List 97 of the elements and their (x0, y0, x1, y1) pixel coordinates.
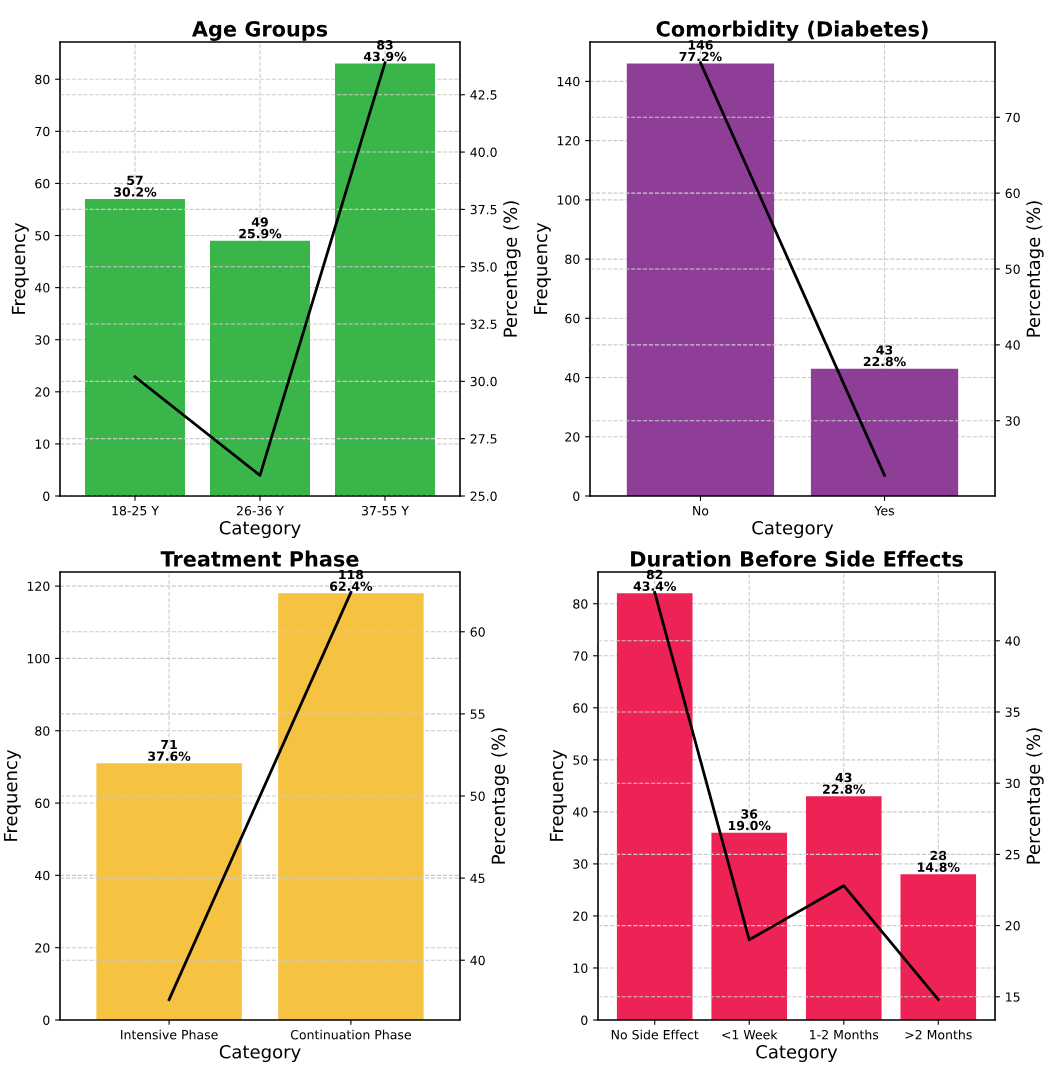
y-tick-label: 60 (35, 178, 50, 189)
y-tick-label: 100 (557, 195, 580, 205)
x-tick-label: No (693, 506, 709, 516)
y-tick-label: 80 (35, 726, 50, 736)
y2-tick-label: 42.5 (470, 90, 497, 100)
y2-tick-label: 25 (1005, 849, 1020, 860)
y-axis-title: Frequency (3, 749, 21, 841)
y-tick-label: 40 (34, 283, 50, 293)
y-tick-label: 120 (557, 136, 580, 146)
y-axis-title: Frequency (549, 749, 567, 841)
data-label: 49 25.9% (239, 217, 282, 239)
bar (210, 240, 310, 496)
y-tick-label: 60 (565, 313, 580, 324)
y2-tick-label: 60 (470, 627, 485, 637)
y2-tick-label: 15 (1006, 992, 1020, 1002)
y-tick-label: 30 (35, 335, 50, 345)
y-tick-label: 0 (581, 1015, 588, 1025)
y-tick-label: 10 (573, 963, 588, 973)
y2-axis-title: Percentage (%) (1026, 728, 1044, 864)
y2-axis-title: Percentage (%) (1026, 201, 1044, 337)
x-tick-label: 37-55 Y (361, 505, 409, 516)
x-tick-label: 26-36 Y (236, 505, 284, 516)
x-tick-label: <1 Week (722, 1029, 778, 1040)
x-axis-title: Category (219, 520, 301, 539)
y2-tick-label: 70 (1005, 112, 1020, 123)
y2-tick-label: 30.0 (470, 376, 497, 387)
y2-tick-label: 45 (470, 873, 485, 884)
bar (900, 874, 977, 1020)
y-tick-label: 40 (34, 870, 50, 881)
y2-axis-title: Percentage (%) (491, 728, 509, 864)
data-label: 36 19.0% (728, 809, 771, 831)
y2-tick-label: 40.0 (470, 147, 497, 157)
y-tick-label: 0 (43, 491, 50, 501)
y-tick-label: 70 (573, 651, 588, 661)
bar (805, 796, 882, 1020)
x-axis-title: Category (219, 1044, 301, 1063)
chart-title: Age Groups (191, 20, 328, 41)
y-tick-label: 70 (35, 126, 50, 137)
y2-tick-label: 25.0 (470, 491, 497, 501)
y2-tick-label: 50 (470, 791, 485, 801)
x-tick-label: Yes (874, 506, 895, 516)
bar (85, 199, 185, 496)
y-tick-label: 0 (43, 1015, 50, 1025)
x-tick-label: >2 Months (905, 1029, 972, 1040)
y2-tick-label: 40 (1005, 340, 1020, 350)
y2-tick-label: 27.5 (470, 434, 497, 444)
y-tick-label: 60 (35, 798, 50, 808)
y2-tick-label: 37.5 (470, 204, 497, 215)
bar (335, 63, 435, 496)
x-axis-title: Category (752, 520, 834, 539)
y-tick-label: 80 (35, 74, 50, 85)
y-tick-label: 20 (565, 432, 580, 442)
x-tick-label: 18-25 Y (112, 505, 159, 516)
y2-tick-label: 32.5 (470, 319, 497, 329)
y-axis-title: Frequency (533, 222, 551, 314)
y-axis-title: Frequency (11, 222, 29, 314)
y-tick-label: 100 (27, 653, 50, 664)
y-tick-label: 120 (27, 581, 50, 592)
chart-title: Treatment Phase (160, 550, 359, 567)
y-tick-label: 10 (35, 439, 50, 449)
bar (616, 593, 693, 1020)
y-tick-label: 80 (565, 254, 580, 265)
chart-title: Comorbidity (Diabetes) (656, 20, 928, 41)
y2-tick-label: 40 (470, 955, 485, 966)
y-tick-label: 30 (573, 859, 588, 869)
chart-title: Duration Before Side Effects (631, 550, 963, 567)
y-tick-label: 60 (573, 703, 588, 713)
y2-tick-label: 40 (1005, 636, 1020, 646)
x-tick-label: Continuation Phase (290, 1029, 411, 1040)
x-axis-title: Category (756, 1044, 838, 1063)
y2-tick-label: 20 (1005, 921, 1020, 931)
y-tick-label: 40 (572, 807, 588, 817)
y-tick-label: 50 (573, 755, 588, 765)
data-label: 43 22.8% (863, 345, 906, 367)
y2-tick-label: 30 (1005, 416, 1020, 426)
data-label: 57 30.2% (114, 175, 157, 197)
y-tick-label: 20 (35, 943, 50, 953)
data-label: 71 37.6% (148, 739, 191, 761)
y2-tick-label: 35 (1005, 707, 1020, 717)
x-tick-label: Intensive Phase (121, 1029, 218, 1040)
y-tick-label: 140 (557, 76, 580, 87)
y-tick-label: 50 (35, 231, 50, 241)
bar (711, 832, 788, 1020)
x-tick-label: 1-2 Months (810, 1029, 879, 1040)
y2-tick-label: 55 (470, 709, 485, 719)
y2-axis-title: Percentage (%) (503, 201, 521, 337)
data-label: 43 22.8% (823, 772, 866, 794)
x-tick-label: No Side Effect (611, 1029, 699, 1040)
y-tick-label: 80 (573, 599, 588, 609)
y2-tick-label: 35.0 (470, 262, 497, 272)
y-tick-label: 0 (573, 491, 580, 501)
y-tick-label: 40 (564, 373, 580, 383)
y2-tick-label: 50 (1005, 264, 1020, 274)
y2-tick-label: 60 (1005, 188, 1020, 199)
y-tick-label: 20 (35, 387, 50, 397)
y2-tick-label: 30 (1005, 778, 1020, 789)
y-tick-label: 20 (573, 911, 588, 921)
